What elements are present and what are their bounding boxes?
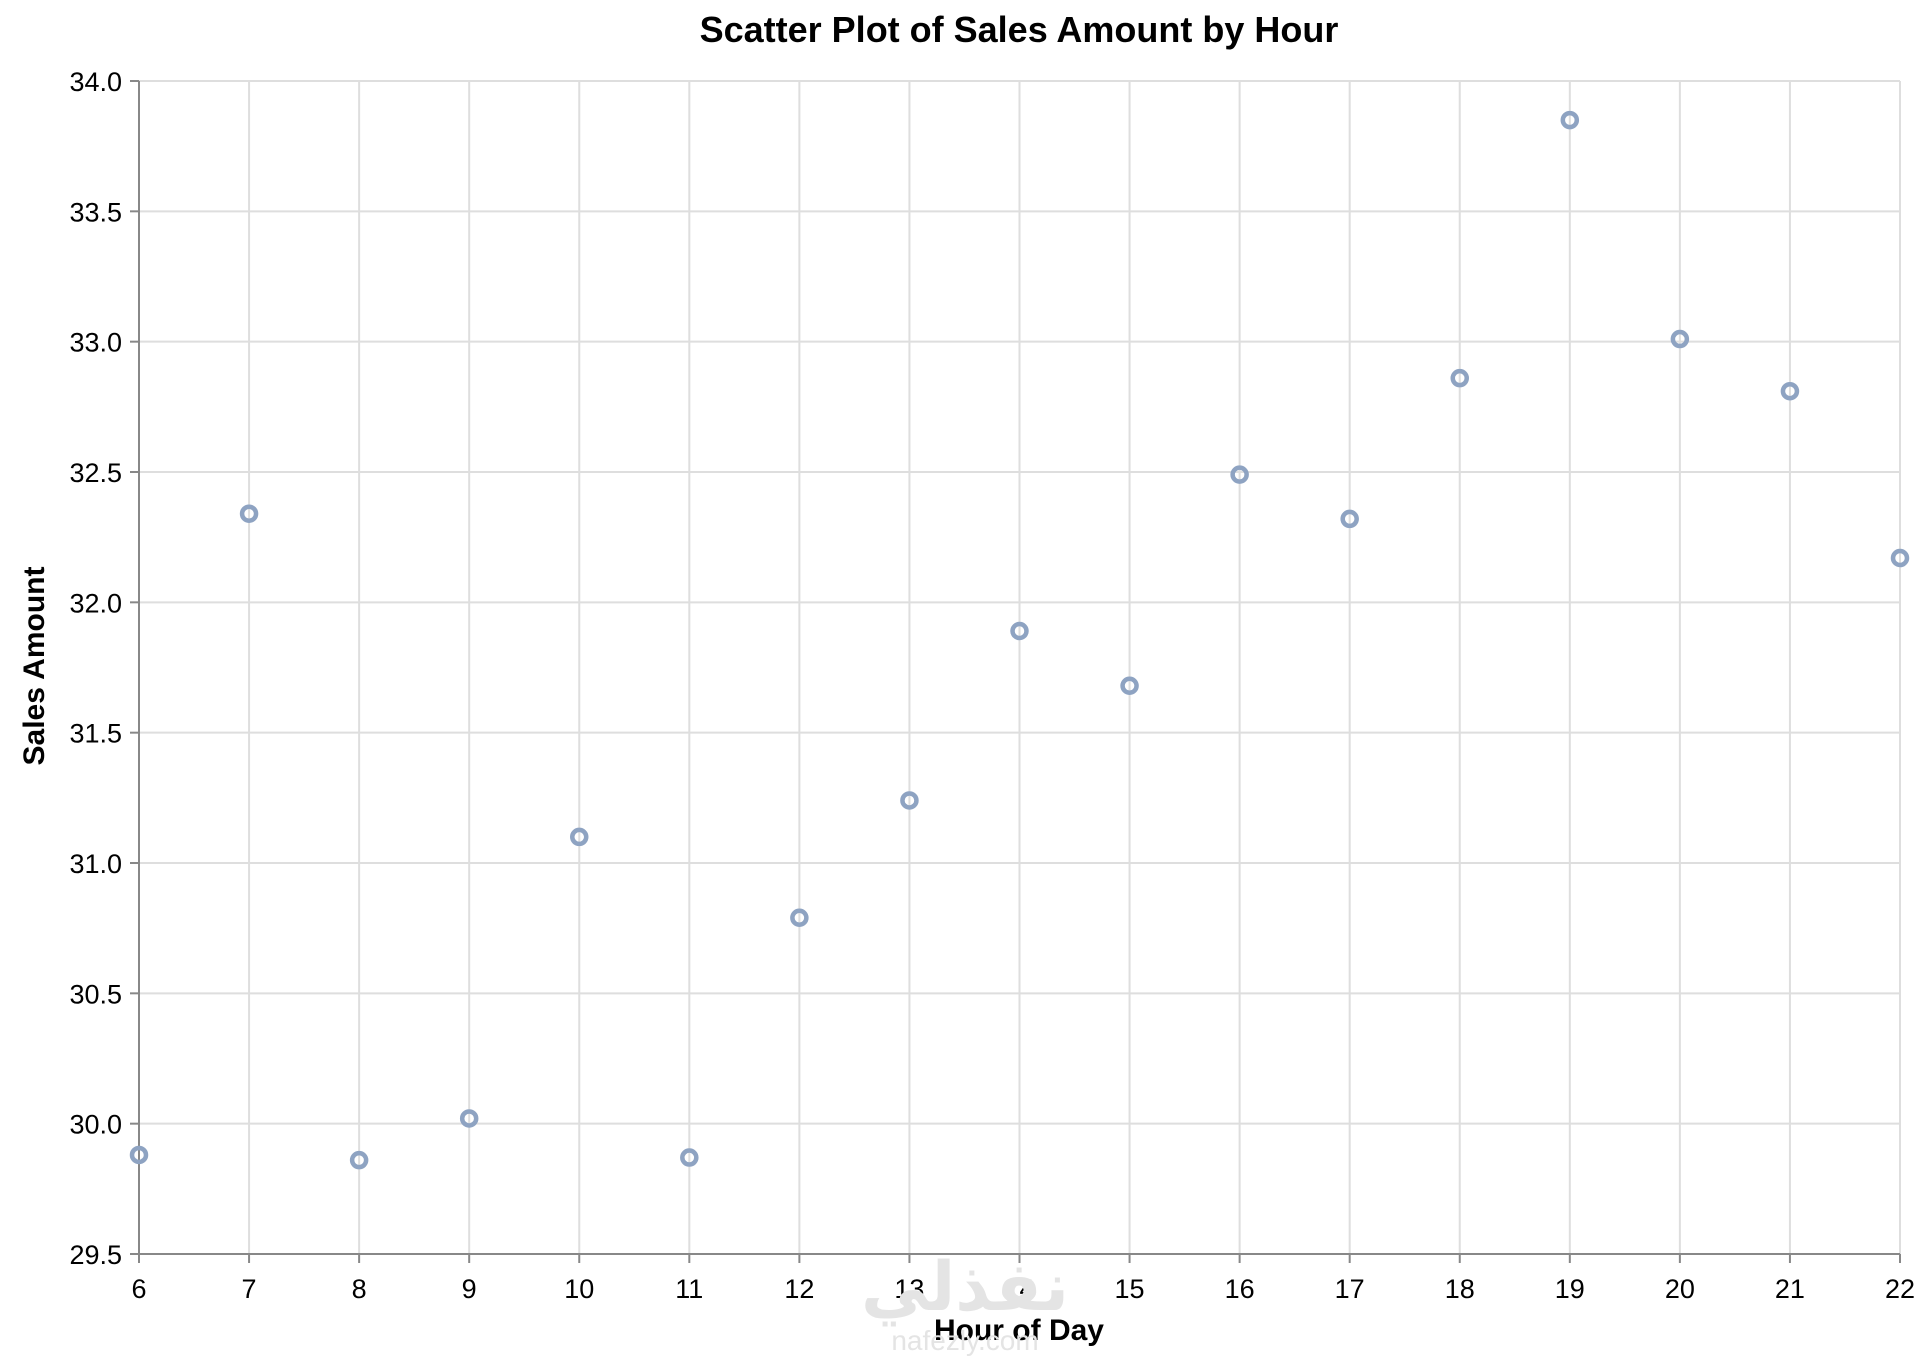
x-tick-label: 22 — [1885, 1274, 1915, 1304]
data-point — [680, 1148, 699, 1167]
y-tick-label: 31.5 — [69, 719, 122, 749]
points-layer — [129, 110, 1910, 1170]
data-point — [349, 1150, 369, 1170]
chart-title: Scatter Plot of Sales Amount by Hour — [700, 9, 1339, 50]
data-point — [570, 827, 589, 847]
x-tick-label: 6 — [131, 1274, 146, 1304]
x-tick-label: 7 — [242, 1274, 257, 1304]
x-tick-label: 21 — [1775, 1274, 1805, 1304]
y-tick-label: 33.5 — [69, 197, 122, 227]
x-tick-label: 9 — [462, 1274, 477, 1304]
data-point — [790, 908, 809, 927]
data-point — [459, 1109, 479, 1128]
data-point — [1890, 548, 1910, 568]
x-tick-label: 16 — [1225, 1274, 1255, 1304]
data-point — [1340, 509, 1359, 529]
y-tick-label: 30.5 — [69, 979, 122, 1009]
y-tick-label: 31.0 — [69, 849, 122, 879]
watermark-logo-text: نفذلي — [861, 1248, 1069, 1327]
data-point — [1560, 110, 1580, 130]
watermark-url-text: nafezly.com — [891, 1325, 1038, 1356]
y-tick-label: 32.0 — [69, 588, 122, 618]
data-point — [1450, 368, 1469, 388]
data-point — [1230, 465, 1249, 484]
grid-layer — [138, 80, 1901, 1255]
x-tick-label: 12 — [784, 1274, 814, 1304]
y-tick-label: 34.0 — [69, 67, 122, 97]
axis-layer: 6 7 8 9 10 11 12 13 14 15 16 17 18 19 20 21 22 29.5 30.0 30… — [69, 67, 1915, 1304]
data-point — [239, 504, 259, 523]
x-tick-label: 17 — [1335, 1274, 1365, 1304]
data-point — [900, 791, 919, 810]
x-tick-label: 11 — [675, 1274, 703, 1304]
y-axis-title: Sales Amount — [18, 567, 51, 766]
x-tick-label: 10 — [564, 1274, 594, 1304]
data-point — [1780, 381, 1800, 401]
y-tick-label: 30.0 — [69, 1110, 122, 1140]
data-point — [129, 1145, 149, 1165]
data-point — [1010, 621, 1029, 641]
x-tick-label: 15 — [1115, 1274, 1145, 1304]
y-tick-label: 33.0 — [69, 328, 122, 358]
x-tick-label: 13 — [894, 1274, 924, 1304]
x-tick-label: 8 — [352, 1274, 367, 1304]
x-tick-label: 20 — [1665, 1274, 1695, 1304]
y-tick-label: 32.5 — [69, 458, 122, 488]
data-point — [1120, 676, 1139, 695]
x-tick-label: 14 — [1004, 1274, 1034, 1304]
x-axis-title: Hour of Day — [934, 1314, 1104, 1347]
data-point — [1670, 329, 1690, 349]
x-tick-label: 19 — [1555, 1274, 1585, 1304]
y-tick-label: 29.5 — [69, 1240, 122, 1270]
x-tick-label: 18 — [1445, 1274, 1475, 1304]
watermark: نفذلي nafezly.com — [861, 1248, 1069, 1356]
